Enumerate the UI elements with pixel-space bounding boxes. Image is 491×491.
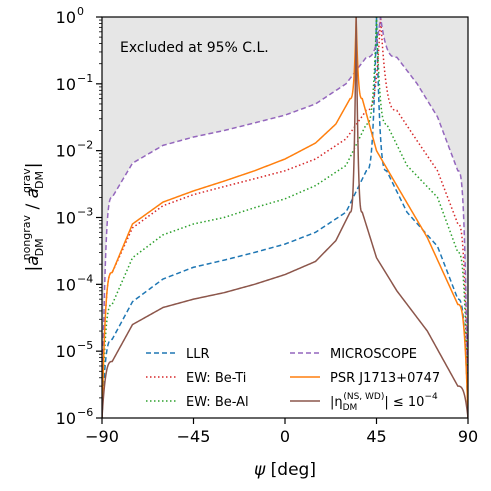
series-line-ew_beti: [102, 17, 468, 418]
series-line-llr: [102, 17, 468, 418]
y-tick-label: 10: [56, 275, 76, 294]
y-label-slash: /: [23, 198, 43, 215]
x-axis-symbol: ψ: [254, 460, 266, 480]
excluded-annotation: Excluded at 95% C.L.: [120, 40, 269, 56]
legend-entry-ew-beal: EW: Be-Al: [146, 395, 249, 410]
y-label-sub-num: DM: [33, 238, 46, 256]
x-tick-label: 0: [280, 427, 290, 446]
y-label-a-den: a: [23, 188, 43, 198]
legend-label-llr: LLR: [186, 347, 210, 362]
legend-label-ew-beal: EW: Be-Al: [186, 395, 249, 410]
y-tick-exponent: −2: [77, 139, 93, 152]
eta-prefix: |η: [330, 395, 343, 410]
y-tick-label: 10: [56, 142, 76, 161]
y-label-bar-right: |: [23, 163, 43, 169]
y-label-bar-left: |: [23, 266, 43, 272]
legend-entry-llr: LLR: [146, 347, 210, 362]
plot-area: [101, 16, 469, 419]
legend-label-microscope: MICROSCOPE: [330, 347, 417, 362]
y-label-sub-den: DM: [33, 171, 46, 189]
y-tick-exponent: −1: [77, 72, 93, 85]
x-tick-label: −90: [85, 427, 119, 446]
legend-label-psr: PSR J1713+0747: [330, 371, 440, 386]
y-tick-label: 10: [56, 8, 76, 27]
legend-entry-ew-beti: EW: Be-Ti: [146, 371, 246, 386]
y-label-sup-den: grav: [20, 168, 33, 193]
y-label-a-num: a: [23, 255, 43, 265]
excluded-region: [102, 17, 468, 418]
legend-entry-psr: PSR J1713+0747: [290, 371, 440, 386]
y-label-sup-num: nongrav: [20, 214, 33, 260]
y-axis-label: |aDMnongrav / aDMgrav|: [20, 163, 46, 272]
x-axis-label: ψ [deg]: [254, 460, 316, 480]
y-tick-label: 10: [56, 409, 76, 428]
eta-suffix: | ≤ 10: [384, 395, 424, 410]
x-axis-unit: [deg]: [265, 460, 316, 480]
y-tick-exponent: −5: [77, 339, 93, 352]
eta-sub: DM: [343, 403, 358, 413]
series-line-psr: [102, 17, 468, 418]
legend-label-ew-beti: EW: Be-Ti: [186, 371, 246, 386]
excluded-fill: [102, 17, 468, 418]
eta-sup: (NS, WD): [343, 392, 384, 402]
legend: LLR EW: Be-Ti EW: Be-Al MICROSCOPE PSR J…: [146, 347, 440, 413]
svg-text:|aDMnongrav / aDMgrav|: |aDMnongrav / aDMgrav|: [20, 163, 46, 272]
y-tick-label: 10: [56, 75, 76, 94]
y-tick-exponent: −6: [77, 406, 93, 419]
y-tick-label: 10: [56, 209, 76, 228]
y-tick-exponent: −3: [77, 206, 93, 219]
series-line-ew_beal: [102, 17, 468, 418]
y-tick-label: 10: [56, 342, 76, 361]
x-tick-label: −45: [177, 427, 211, 446]
x-tick-label: 45: [366, 427, 386, 446]
legend-entry-eta: |ηDM(NS, WD)| ≤ 10−4: [290, 392, 438, 413]
series-lines: [102, 17, 468, 418]
legend-label-eta: |ηDM(NS, WD)| ≤ 10−4: [330, 392, 438, 413]
y-tick-exponent: 0: [77, 5, 84, 18]
eta-exp: −4: [424, 392, 438, 402]
series-line-eta: [102, 17, 468, 418]
legend-entry-microscope: MICROSCOPE: [290, 347, 417, 362]
x-axis: −90 −45 0 45 90: [85, 418, 478, 446]
x-tick-label: 90: [458, 427, 478, 446]
y-tick-exponent: −4: [77, 272, 93, 285]
